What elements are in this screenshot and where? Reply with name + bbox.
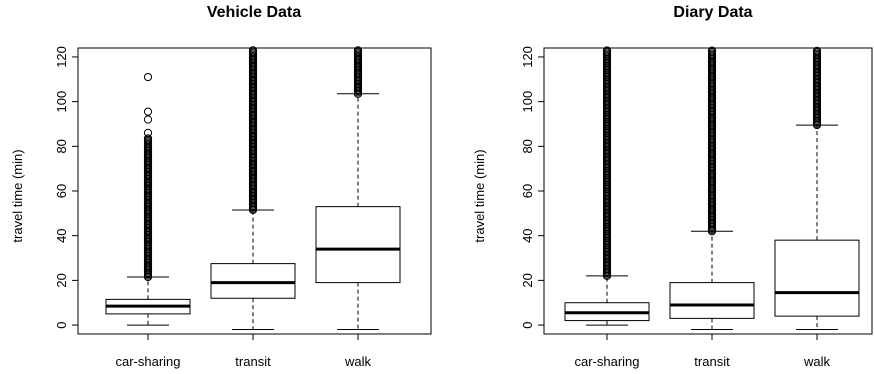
iqr-box — [669, 282, 755, 319]
box-car-sharing: car-sharing — [105, 72, 191, 369]
x-tick-label: walk — [803, 354, 831, 369]
y-tick-label: 80 — [520, 139, 535, 153]
outlier-point — [353, 46, 363, 55]
x-tick-label: car-sharing — [115, 354, 180, 369]
outlier-point — [248, 46, 258, 55]
iqr-box — [210, 263, 296, 299]
outlier-point — [602, 46, 612, 55]
outlier-point — [143, 107, 153, 116]
y-tick-label: 0 — [520, 321, 535, 328]
iqr-box — [774, 239, 860, 317]
iqr-box — [315, 206, 401, 284]
x-tick-label: transit — [235, 354, 271, 369]
outlier-point — [143, 72, 153, 82]
y-axis-label: travel time (min) — [10, 149, 25, 242]
outlier-point — [143, 115, 153, 124]
box-transit: transit — [210, 46, 296, 369]
outlier-point — [707, 46, 717, 55]
chart-title: Diary Data — [673, 4, 752, 21]
y-tick-label: 120 — [54, 46, 69, 68]
y-tick-label: 20 — [520, 273, 535, 287]
x-tick-label: car-sharing — [574, 354, 639, 369]
y-tick-label: 20 — [54, 273, 69, 287]
x-tick-label: walk — [344, 354, 372, 369]
x-tick-label: transit — [694, 354, 730, 369]
chart-panel-1: Vehicle Data 0 20 40 60 80 100 120 travel time (… — [10, 4, 432, 369]
box-car-sharing: car-sharing — [564, 46, 650, 369]
y-tick-label: 100 — [520, 91, 535, 113]
outlier-point — [812, 46, 822, 55]
chart-panel-2: Diary Data 0 20 40 60 80 100 120 travel time (mi… — [472, 4, 873, 369]
y-tick-label: 80 — [54, 139, 69, 153]
y-tick-label: 100 — [54, 91, 69, 113]
y-tick-label: 120 — [520, 46, 535, 68]
outlier-point — [143, 128, 153, 138]
y-tick-label: 40 — [54, 228, 69, 242]
y-tick-label: 0 — [54, 321, 69, 328]
chart-title: Vehicle Data — [207, 4, 301, 21]
box-transit: transit — [669, 46, 755, 369]
box-walk: walk — [774, 46, 860, 369]
y-axis-label: travel time (min) — [472, 149, 487, 242]
y-tick-label: 60 — [520, 184, 535, 198]
y-tick-label: 60 — [54, 184, 69, 198]
outlier-point — [143, 134, 153, 143]
box-walk: walk — [315, 46, 401, 369]
y-tick-label: 40 — [520, 228, 535, 242]
